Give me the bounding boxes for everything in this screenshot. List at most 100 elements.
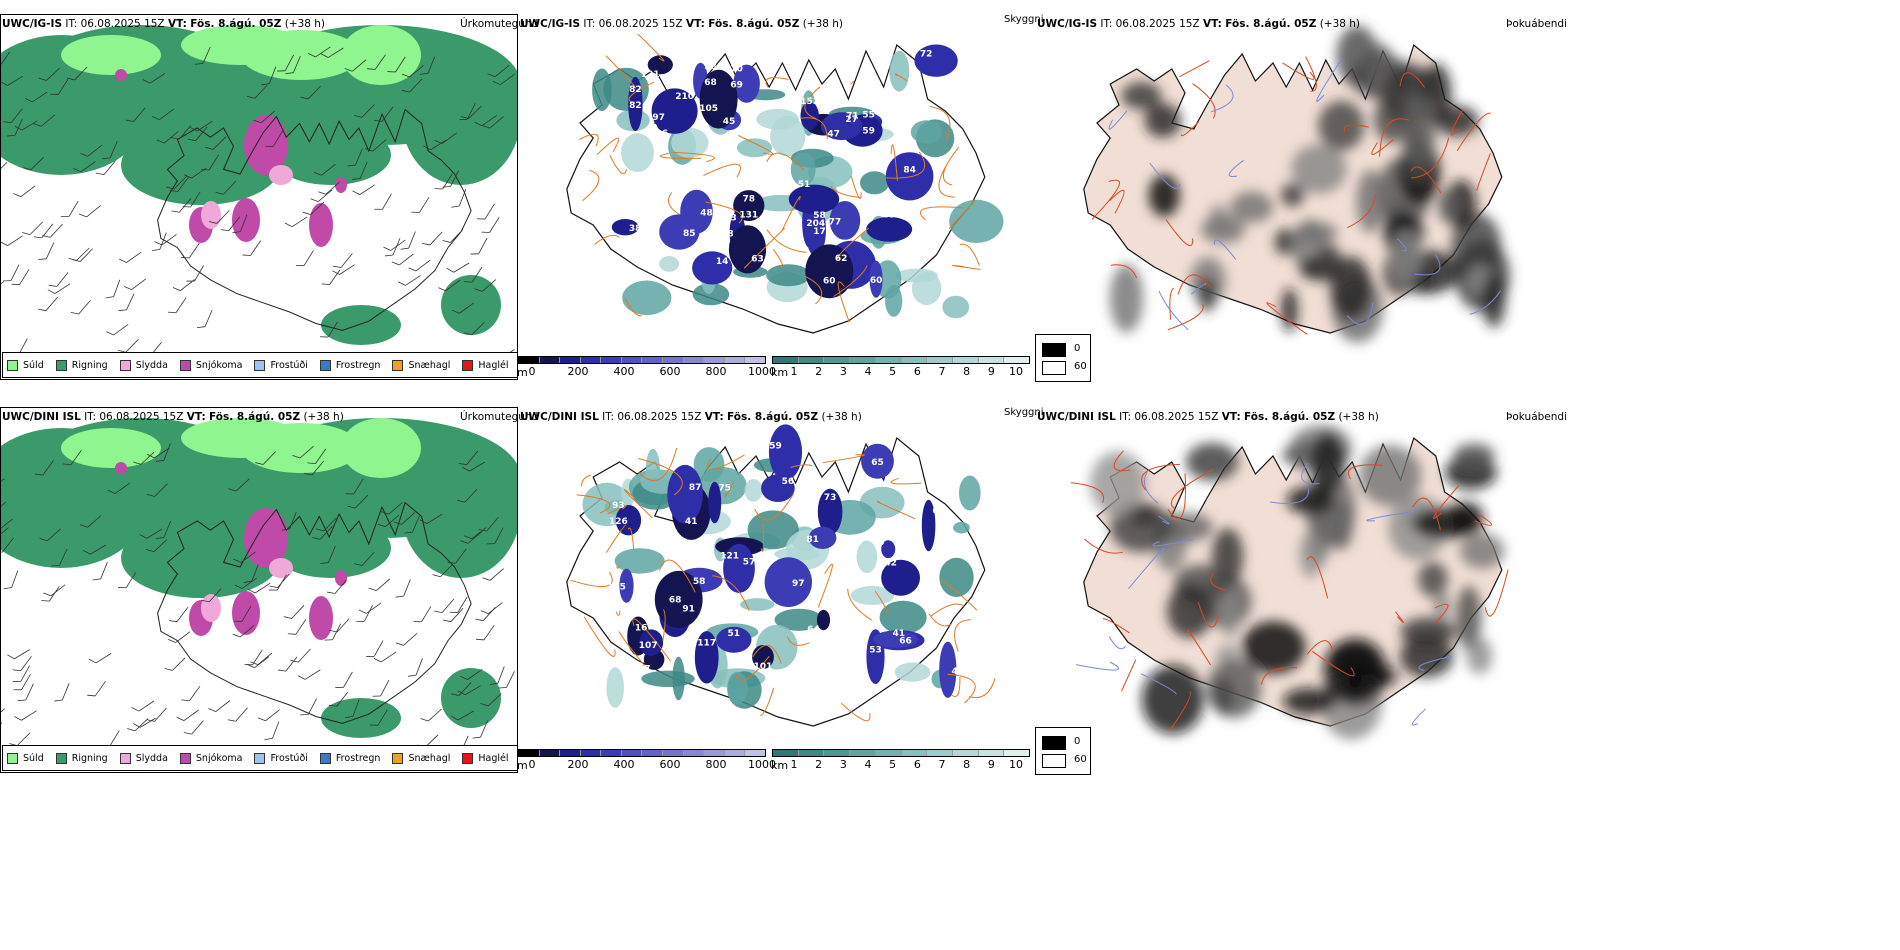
fog-legend-white-label: 60 (1074, 754, 1087, 765)
wind-barb (139, 528, 163, 539)
precip-type-legend: Súld Rigning Slydda Snjókoma Frostúði Frostre… (2, 352, 517, 378)
visibility-label: 58 (813, 211, 826, 221)
wind-barb (281, 511, 297, 531)
cloud-area (641, 670, 695, 687)
visibility-label: 210 (675, 92, 694, 102)
wind-barb (347, 148, 363, 167)
wind-barb (1, 75, 24, 86)
road (1158, 290, 1189, 331)
precip-title: Úrkomutegund (460, 411, 539, 423)
wind-barb (146, 707, 167, 722)
colorbar-tick: 7 (938, 758, 946, 771)
wind-barb (50, 79, 69, 95)
visibility-label: 51 (798, 180, 811, 190)
wind-barb (369, 709, 388, 726)
wind-barb (302, 202, 325, 215)
wind-barb (408, 259, 431, 272)
wind-barb (127, 718, 149, 732)
wind-barb (11, 269, 30, 285)
visibility-label: 57 (743, 557, 756, 567)
snow-area (115, 462, 127, 474)
road (605, 55, 636, 89)
wind-barb (146, 483, 168, 497)
road (637, 33, 665, 62)
road (1347, 194, 1376, 229)
colorbar-tick: 800 (705, 365, 727, 378)
colorbar-segment (927, 357, 953, 363)
sleet-area (269, 165, 293, 185)
wind-barb (393, 512, 416, 525)
visibility-label: 68 (669, 595, 682, 605)
snow-area (115, 69, 127, 81)
road (1371, 139, 1394, 155)
cloud-base-area (869, 260, 883, 298)
wind-barb (247, 582, 271, 594)
wind-barb (460, 531, 482, 544)
wind-barb (307, 448, 327, 465)
road (724, 481, 735, 498)
visibility-label: 62 (835, 254, 848, 264)
wind-barb (419, 513, 443, 524)
precip-legend-swatch (7, 752, 18, 764)
wind-barb (347, 494, 369, 509)
cloud-base-area (914, 44, 958, 77)
fog-map-panel (1035, 407, 1555, 773)
precip-header: UWC/IG-IS IT: 06.08.2025 15Z VT: Fös. 8.… (2, 18, 326, 30)
visibility-label: 131 (739, 211, 758, 221)
precip-legend-swatch (319, 752, 331, 764)
wind-barb (475, 624, 495, 641)
rain-area (321, 305, 401, 345)
cloud-area (622, 280, 672, 316)
coastline (157, 108, 472, 331)
wind-barb (155, 443, 171, 462)
wind-barb (1, 501, 7, 515)
visibility-label: 42 (884, 559, 897, 569)
wind-barb (481, 216, 500, 233)
precip-legend-swatch (462, 359, 474, 371)
wind-barb (201, 154, 220, 171)
cloud-area (885, 285, 903, 317)
wind-barb (476, 203, 495, 220)
precip-legend-swatch (319, 359, 331, 371)
wind-barb (118, 572, 137, 589)
road (890, 477, 922, 485)
precip-legend-item: Slydda (119, 359, 168, 371)
precip-legend-item: Haglél (462, 752, 509, 764)
road (1450, 108, 1464, 136)
precip-type-legend: Súld Rigning Slydda Snjókoma Frostúði Frostre… (2, 745, 517, 771)
colorbar-segment (978, 357, 1005, 363)
road (1469, 290, 1502, 315)
visibility-label: 126 (609, 517, 628, 527)
wind-barb (398, 275, 421, 286)
precip-legend-item: Súld (7, 359, 44, 371)
wind-barb (232, 625, 255, 638)
wind-barb (352, 161, 368, 180)
visibility-label: 68 (704, 78, 717, 88)
road (1316, 57, 1343, 102)
wind-barb (166, 175, 187, 190)
cloud-base-area (639, 629, 664, 656)
road (952, 264, 981, 270)
wind-barb (480, 602, 503, 615)
colorbar-tick: 200 (567, 758, 589, 771)
colorbar-segment (683, 357, 705, 363)
colorbar-segment (824, 750, 851, 756)
wind-barb (463, 321, 485, 336)
fog-legend: 0 60 (1035, 727, 1091, 775)
colorbar-segment (850, 357, 876, 363)
wind-barb (354, 104, 375, 118)
colorbar-segment (539, 357, 561, 363)
colorbar-tick: 0 (528, 758, 536, 771)
road (951, 676, 961, 697)
wind-barb (182, 191, 201, 208)
road (1366, 510, 1415, 522)
road (1414, 253, 1441, 276)
colorbar-segment (978, 750, 1005, 756)
colorbar-tick: 0 (528, 365, 536, 378)
colorbar-segment (798, 750, 825, 756)
visibility-label: 121 (720, 552, 739, 562)
cloud-area (910, 120, 942, 144)
wind-barb (404, 515, 420, 534)
wind-barb (233, 551, 256, 563)
wind-barb (146, 447, 170, 459)
